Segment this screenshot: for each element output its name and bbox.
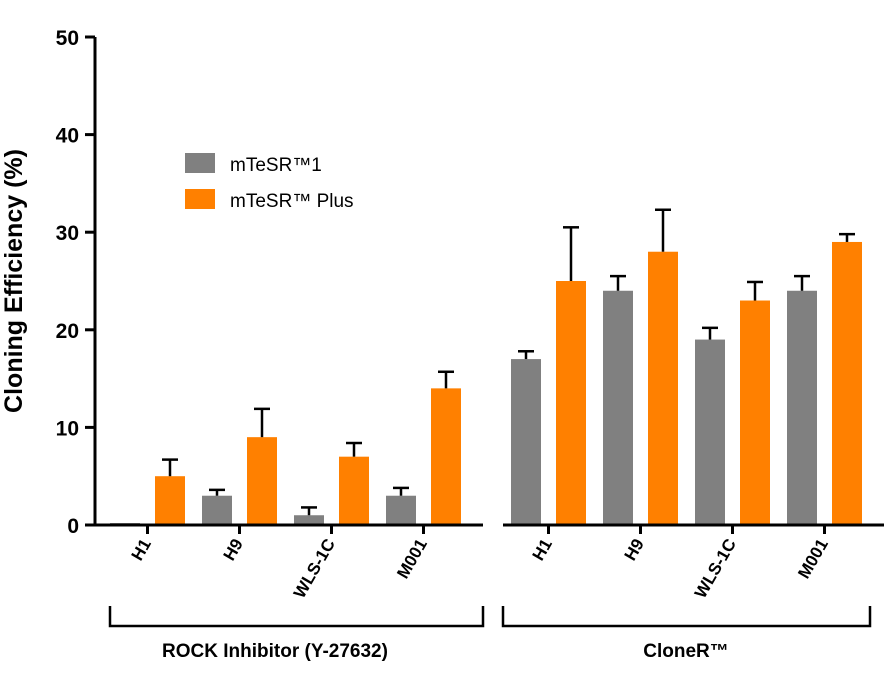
legend: mTeSR™1 mTeSR™ Plus xyxy=(185,153,354,212)
x-tick-label: H9 xyxy=(621,536,648,564)
y-axis: 0 10 20 30 40 50 xyxy=(56,27,97,538)
x-tick-label: H1 xyxy=(529,536,556,564)
bar xyxy=(294,515,324,525)
y-tick-label: 10 xyxy=(56,417,79,440)
group-bracket xyxy=(501,606,872,628)
bar xyxy=(247,437,277,525)
bar xyxy=(648,251,678,525)
y-tick-label: 50 xyxy=(56,27,79,50)
y-tick-label: 40 xyxy=(56,125,79,148)
x-tick-label: M001 xyxy=(393,536,431,582)
legend-swatch xyxy=(185,153,215,173)
bar xyxy=(339,456,369,525)
x-tick-label: WLS-1C xyxy=(691,536,740,602)
x-tick-label: H1 xyxy=(128,536,155,564)
bar xyxy=(386,495,416,525)
legend-label: mTeSR™1 xyxy=(230,155,322,176)
bar xyxy=(740,300,770,525)
x-axis: H1 H9 WLS-1C M001 H1 H9 WLS-1C M001 xyxy=(95,523,884,602)
y-tick-label: 30 xyxy=(56,222,79,245)
bar xyxy=(431,388,461,525)
y-tick-label: 0 xyxy=(67,515,79,538)
bar xyxy=(832,241,862,525)
x-tick-label: M001 xyxy=(794,536,832,582)
bars xyxy=(110,208,862,525)
bar xyxy=(556,281,586,525)
legend-label: mTeSR™ Plus xyxy=(230,191,354,212)
group-label: ROCK Inhibitor (Y-27632) xyxy=(162,641,388,662)
bar xyxy=(202,495,232,525)
x-tick-label: WLS-1C xyxy=(290,536,339,602)
y-tick-label: 20 xyxy=(56,320,79,343)
bar xyxy=(603,290,633,525)
bar xyxy=(511,359,541,525)
bar xyxy=(155,476,185,525)
x-tick-label: H9 xyxy=(220,536,247,564)
bar xyxy=(787,290,817,525)
group-brackets: ROCK Inhibitor (Y-27632) CloneR™ xyxy=(108,606,872,662)
group-label: CloneR™ xyxy=(643,641,729,662)
group-bracket xyxy=(108,606,485,628)
y-axis-label: Cloning Efficiency (%) xyxy=(0,149,28,413)
legend-swatch xyxy=(185,189,215,209)
bar xyxy=(695,339,725,525)
